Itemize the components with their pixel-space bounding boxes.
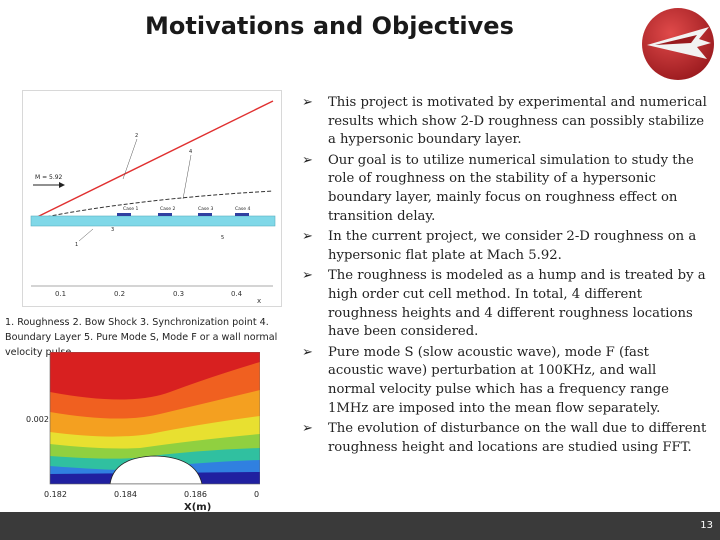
page-number: 13 [700, 520, 713, 531]
x-axis-label: x [257, 297, 261, 305]
bow-shock-line [32, 100, 274, 220]
case-label: Case 2 [160, 206, 175, 212]
x-tick-label: 0.184 [114, 490, 137, 499]
slide-footer: 13 [0, 512, 720, 540]
list-item: ➢ The roughness is modeled as a hump and … [302, 268, 706, 340]
annotation-number: 5 [221, 235, 224, 241]
x-tick-label: 0.3 [173, 290, 184, 298]
arrow-bullet-icon: ➢ [302, 268, 313, 284]
mach-label: M = 5.92 [35, 174, 63, 181]
list-item: ➢ In the current project, we consider 2-D… [302, 229, 697, 263]
arrow-bullet-icon: ➢ [302, 421, 313, 437]
annotation-number: 2 [135, 133, 138, 139]
x-tick-label: 0 [254, 490, 259, 499]
arrow-bullet-icon: ➢ [302, 229, 313, 245]
x-tick-label: 0.2 [114, 290, 125, 298]
annotation-number: 4 [189, 149, 192, 155]
boundary-layer-line [34, 190, 274, 220]
case-label: Case 4 [235, 206, 250, 212]
roughness-hump [109, 455, 203, 484]
figure-caption: 1. Roughness 2. Bow Shock 3. Synchroniza… [5, 317, 278, 358]
arrow-bullet-icon: ➢ [302, 95, 313, 110]
list-item: ➢ This project is motivated by experiment… [302, 95, 707, 148]
x-tick-label: 0.4 [231, 290, 243, 298]
case-label: Case 1 [123, 206, 138, 212]
x-tick-label: 0.182 [44, 490, 67, 499]
arrow-bullet-icon: ➢ [302, 344, 313, 360]
slide-title: Motivations and Objectives [145, 12, 514, 40]
wall-plate [30, 215, 276, 227]
contour-plot-figure: 0.002 0.182 0.184 0.186 0 X(m) [26, 352, 260, 513]
university-logo [642, 8, 714, 80]
list-item: ➢ The evolution of disturbance on the wal… [302, 421, 707, 455]
objectives-list: ➢ This project is motivated by experiment… [302, 94, 707, 459]
roughness-schematic-figure: M = 5.92 Case 1 Case 2 Case 3 Case 4 2 4… [22, 90, 282, 307]
y-tick-label: 0.002 [26, 415, 49, 424]
list-item: ➢ Pure mode S (slow acoustic wave), mode … [302, 344, 669, 416]
list-item: ➢ Our goal is to utilize numerical simula… [302, 152, 694, 224]
case-label: Case 3 [198, 206, 213, 212]
arrow-bullet-icon: ➢ [302, 152, 313, 168]
x-axis-label: X(m) [184, 502, 211, 513]
x-tick-label: 0.1 [55, 290, 66, 298]
x-tick-label: 0.186 [184, 490, 207, 499]
annotation-number: 3 [111, 227, 114, 233]
annotation-number: 1 [75, 242, 78, 248]
